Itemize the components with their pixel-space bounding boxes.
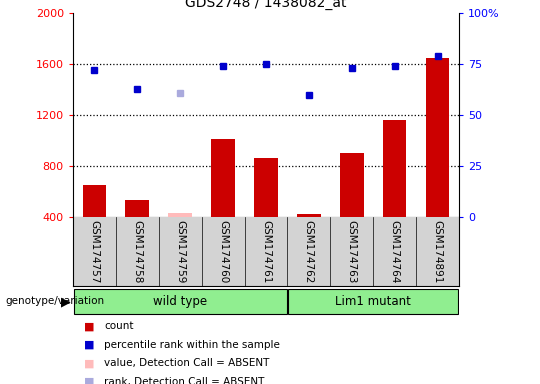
Text: GSM174761: GSM174761 [261, 220, 271, 284]
Text: genotype/variation: genotype/variation [5, 296, 105, 306]
Text: GSM174758: GSM174758 [132, 220, 142, 284]
Text: GSM174891: GSM174891 [433, 220, 443, 284]
Bar [83, 185, 106, 217]
Bar [168, 213, 192, 217]
Title: GDS2748 / 1438082_at: GDS2748 / 1438082_at [185, 0, 347, 10]
Text: GSM174763: GSM174763 [347, 220, 357, 284]
Text: GSM174759: GSM174759 [175, 220, 185, 284]
Text: percentile rank within the sample: percentile rank within the sample [104, 340, 280, 350]
Text: ■: ■ [84, 358, 94, 368]
Text: ■: ■ [84, 321, 94, 331]
Bar [288, 288, 458, 314]
Bar [254, 159, 278, 217]
Text: Lim1 mutant: Lim1 mutant [335, 295, 411, 308]
Bar [211, 139, 235, 217]
Text: GSM174762: GSM174762 [304, 220, 314, 284]
Bar [340, 153, 363, 217]
Text: GSM174764: GSM174764 [390, 220, 400, 284]
Text: rank, Detection Call = ABSENT: rank, Detection Call = ABSENT [104, 377, 265, 384]
Bar [74, 288, 287, 314]
Bar [297, 214, 321, 217]
Text: ■: ■ [84, 340, 94, 350]
Bar [125, 200, 149, 217]
Text: wild type: wild type [153, 295, 207, 308]
Text: ▶: ▶ [60, 295, 70, 308]
Text: count: count [104, 321, 134, 331]
Text: ■: ■ [84, 377, 94, 384]
Bar [383, 120, 407, 217]
Text: GSM174760: GSM174760 [218, 220, 228, 284]
Text: GSM174757: GSM174757 [89, 220, 99, 284]
Text: value, Detection Call = ABSENT: value, Detection Call = ABSENT [104, 358, 269, 368]
Bar [426, 58, 449, 217]
